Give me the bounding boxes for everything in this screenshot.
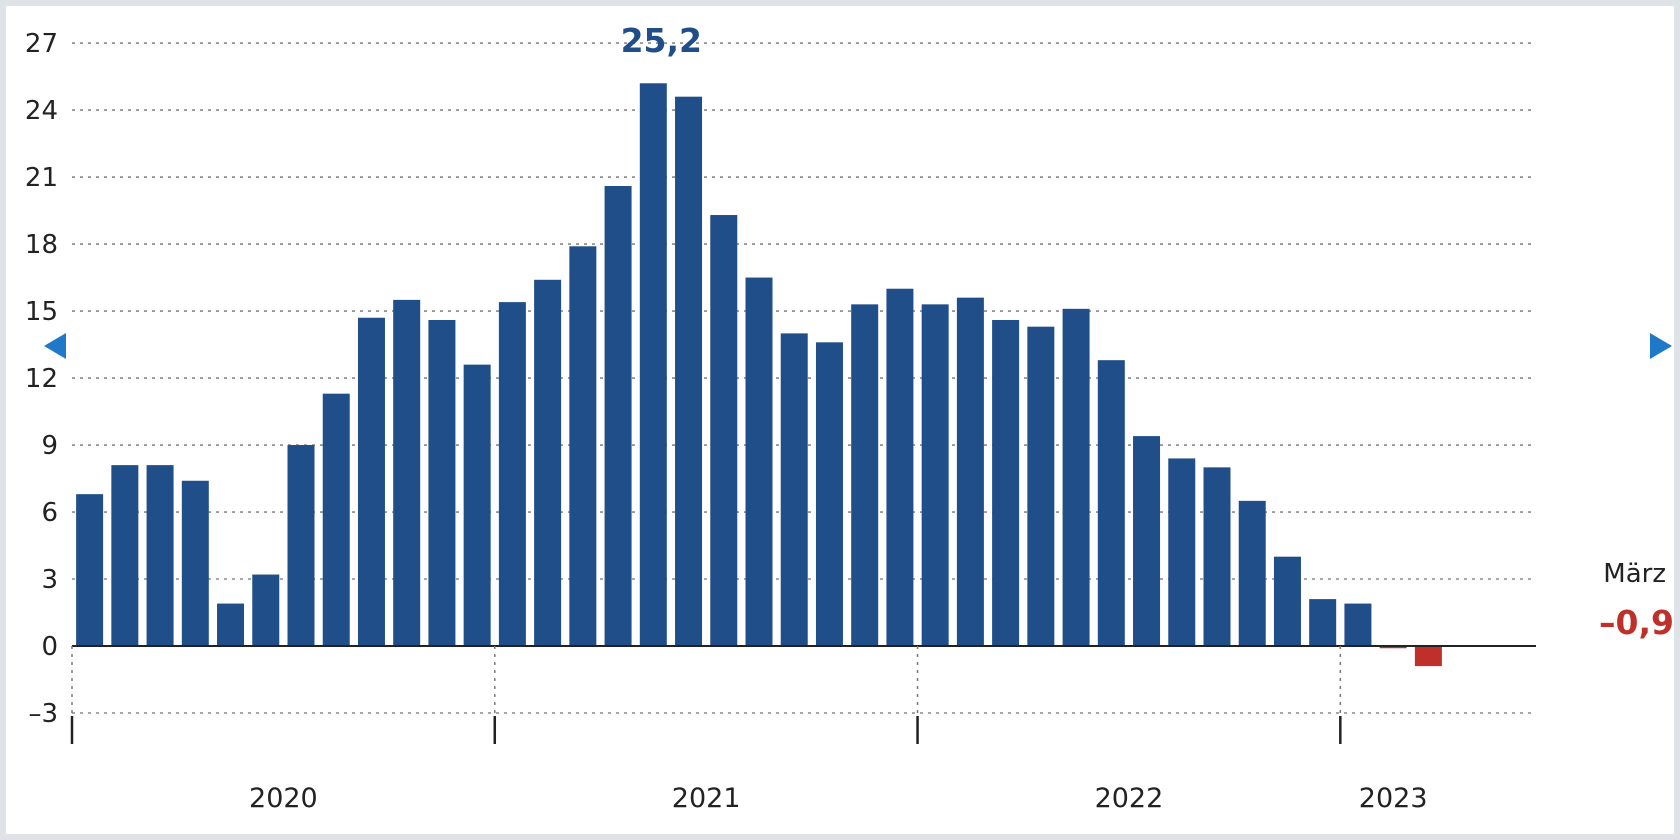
chart-frame: 27 24 21 18 15 12 9 6 3 0 –3 2020 2021 2022 2023 25,2…: [6, 6, 1674, 834]
y-tick-labels: 27 24 21 18 15 12 9 6 3 0 –3: [25, 29, 58, 729]
bar: [1133, 436, 1161, 646]
bar: [1097, 360, 1125, 646]
x-year-labels: 2020 2021 2022 2023: [249, 783, 1427, 814]
y-tick-label: 15: [25, 297, 58, 327]
y-tick-label: 24: [25, 96, 58, 126]
bar: [1273, 556, 1301, 646]
bar: [498, 302, 526, 646]
bar: [815, 342, 843, 646]
bar: [851, 304, 879, 646]
y-tick-label: 27: [25, 29, 58, 59]
bar: [1414, 646, 1442, 667]
bar: [534, 279, 562, 646]
bar: [639, 83, 667, 646]
bar: [76, 494, 104, 646]
bar: [1379, 646, 1407, 649]
bar: [1344, 603, 1372, 646]
y-tick-label: 3: [41, 565, 58, 595]
bar: [1168, 458, 1196, 646]
year-label: 2022: [1095, 783, 1164, 814]
bar: [181, 480, 209, 646]
y-tick-label: 21: [25, 163, 58, 193]
bar: [569, 246, 597, 646]
bar: [710, 215, 738, 646]
bar: [428, 319, 456, 646]
last-month-label: März: [1603, 559, 1666, 589]
bar-chart: 27 24 21 18 15 12 9 6 3 0 –3 2020 2021 2022 2023 25,2…: [25, 21, 1674, 814]
bar: [604, 186, 632, 646]
scroll-left-arrow-icon[interactable]: [44, 333, 66, 359]
bars: [76, 83, 1442, 667]
y-tick-label: 18: [25, 230, 58, 260]
y-tick-label: 6: [41, 498, 58, 528]
bar: [322, 393, 350, 646]
y-tick-label: 12: [25, 364, 58, 394]
bar: [1203, 467, 1231, 646]
bar: [1238, 500, 1266, 646]
year-label: 2021: [672, 783, 741, 814]
bar: [252, 574, 280, 646]
scroll-right-arrow-icon[interactable]: [1650, 333, 1672, 359]
bar: [1027, 326, 1055, 646]
bar: [287, 445, 315, 646]
bar: [675, 96, 703, 646]
year-label: 2020: [249, 783, 318, 814]
bar: [357, 317, 385, 646]
bar: [992, 319, 1020, 646]
bar: [463, 364, 491, 646]
bar: [146, 465, 174, 646]
bar: [745, 277, 773, 646]
bar: [1062, 308, 1090, 646]
bar: [921, 304, 949, 646]
bar: [393, 299, 421, 646]
bar: [1309, 599, 1337, 646]
bar: [111, 465, 139, 646]
peak-value-label: 25,2: [621, 21, 702, 60]
bar: [217, 603, 245, 646]
bar: [956, 297, 984, 646]
bar: [886, 288, 914, 646]
bar: [780, 333, 808, 646]
y-tick-label: –3: [28, 699, 58, 729]
last-value-label: –0,9: [1599, 603, 1674, 642]
axes: [70, 645, 1536, 744]
y-tick-label: 0: [41, 632, 58, 662]
y-tick-label: 9: [41, 431, 58, 461]
year-label: 2023: [1359, 783, 1428, 814]
